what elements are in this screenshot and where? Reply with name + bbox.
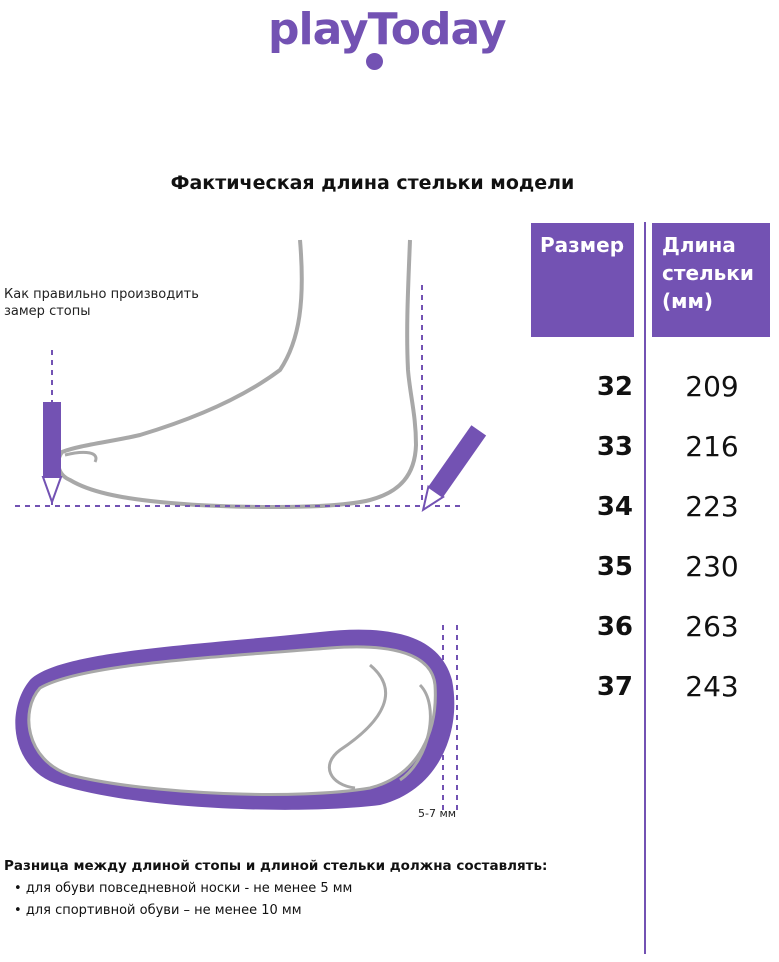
header-length: Длина стельки (мм) — [652, 223, 770, 337]
length-cell: 263 — [685, 610, 739, 643]
length-cell: 230 — [685, 550, 739, 583]
size-cell: 35 — [596, 552, 633, 582]
header-size: Размер — [531, 223, 634, 337]
length-cell: 243 — [685, 670, 739, 703]
difference-title: Разница между длиной стопы и длиной стел… — [4, 858, 548, 874]
gap-label: 5-7 мм — [418, 807, 457, 820]
foot-side-illustration — [15, 239, 487, 512]
page-title: Фактическая длина стельки модели — [170, 172, 575, 194]
pencil-icon-left — [41, 402, 63, 505]
pencil-icon-right — [421, 425, 487, 512]
difference-item: • для спортивной обуви – не менее 10 мм — [14, 903, 302, 918]
sole-top-illustration — [15, 625, 458, 810]
difference-item-text: для спортивной обуви – не менее 10 мм — [25, 903, 302, 918]
length-cell: 209 — [685, 370, 739, 403]
logo: playToday — [268, 4, 507, 55]
size-cell: 37 — [596, 672, 633, 702]
difference-item-text: для обуви повседневной носки - не менее … — [25, 881, 353, 896]
size-cell: 32 — [596, 372, 633, 402]
size-cell: 36 — [596, 612, 633, 642]
measure-note: Как правильно производить замер стопы — [4, 287, 199, 319]
length-cell: 216 — [685, 430, 739, 463]
table-divider — [644, 222, 646, 954]
foot-outline — [56, 239, 419, 509]
size-cell: 34 — [596, 492, 633, 522]
size-cell: 33 — [596, 432, 633, 462]
logo-dot — [366, 53, 383, 70]
length-cell: 223 — [685, 490, 739, 523]
difference-item: • для обуви повседневной носки - не мене… — [14, 881, 353, 896]
